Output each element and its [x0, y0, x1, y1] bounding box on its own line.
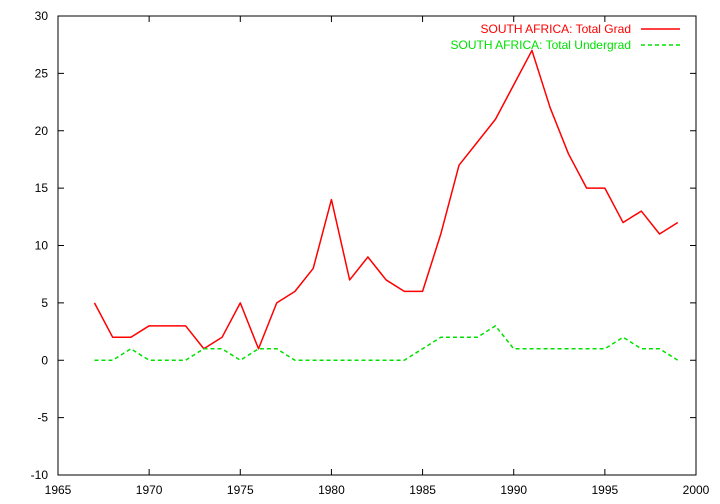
plot-axes: 1965 1970 1975 1980 1985 1990 1995 2000 -10 -5 0 5 1… [31, 9, 710, 497]
series-line-1 [94, 325, 679, 361]
y-tick-label: 25 [35, 66, 49, 80]
x-tick-label: 1990 [500, 483, 527, 497]
y-tick-label: 30 [35, 9, 49, 23]
x-tick-label: 1995 [592, 483, 619, 497]
chart-legend: SOUTH AFRICA: Total Grad SOUTH AFRICA: To… [450, 22, 680, 52]
y-tick-label: 0 [41, 353, 48, 367]
plot-frame [57, 15, 697, 476]
x-tick-label: 2000 [683, 483, 710, 497]
x-tick-label: 1970 [136, 483, 163, 497]
y-tick-label: 15 [35, 181, 49, 195]
legend-label-1: SOUTH AFRICA: Total Undergrad [450, 38, 631, 52]
x-tick-label: 1980 [318, 483, 345, 497]
legend-label-0: SOUTH AFRICA: Total Grad [481, 22, 632, 36]
series-layer [93, 49, 679, 361]
y-tick-label: -10 [31, 468, 49, 482]
x-tick-label: 1975 [227, 483, 254, 497]
y-tick-label: 20 [35, 124, 49, 138]
y-tick-label: 10 [35, 239, 49, 253]
y-tick-label: -5 [37, 411, 48, 425]
x-tick-label: 1965 [45, 483, 72, 497]
series-line-0 [93, 49, 679, 350]
y-tick-label: 5 [41, 296, 48, 310]
x-tick-label: 1985 [409, 483, 436, 497]
